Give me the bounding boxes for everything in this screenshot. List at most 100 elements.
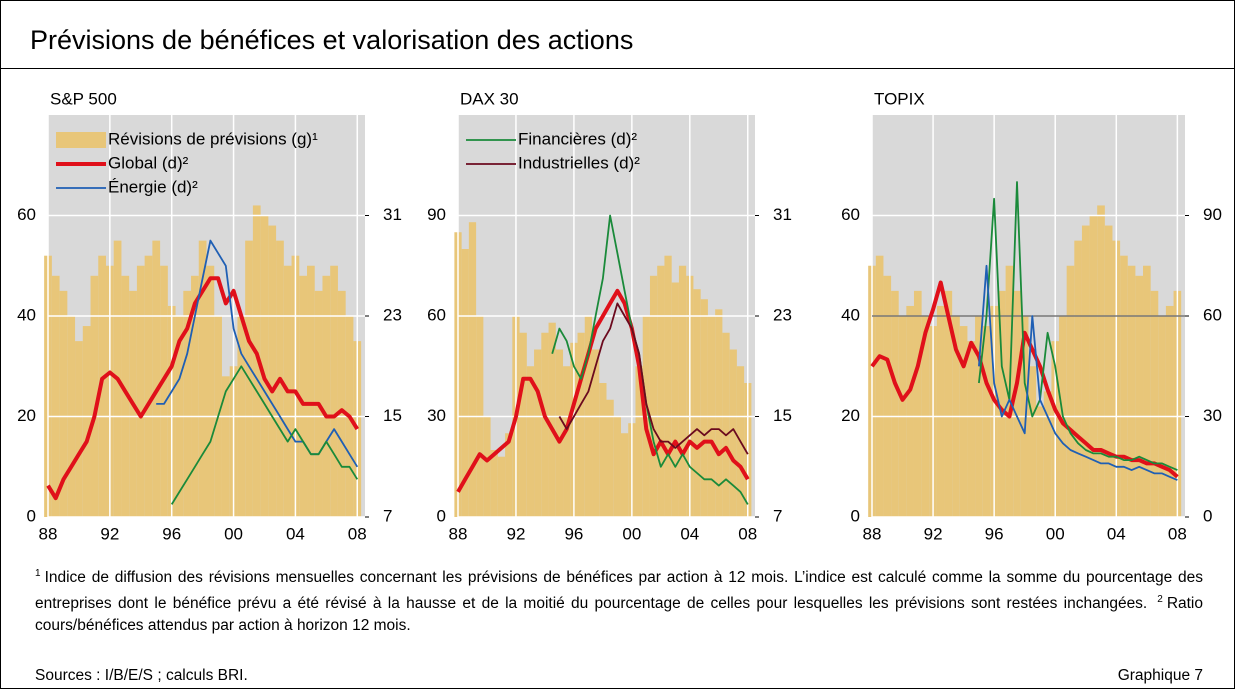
x-tick-label: 00 [622,524,641,543]
footnote: Indice de diffusion des révisions mensue… [35,569,1203,612]
y2-tick-label: 7 [383,506,392,525]
y2-tick-label: 90 [1203,205,1222,224]
y-tick-label: 0 [851,506,860,525]
bar [944,290,953,517]
x-tick-label: 92 [924,524,943,543]
bar [183,290,192,517]
x-tick-label: 08 [348,524,367,543]
bar [599,383,607,517]
bar [252,205,261,517]
x-tick-label: 88 [449,524,468,543]
sources: Sources : I/B/E/S ; calculs BRI. [35,667,248,684]
bar [555,349,564,517]
bar [678,265,687,517]
x-tick-label: 04 [1107,524,1126,543]
bar [1013,290,1021,517]
bar [160,265,168,517]
bar [1097,205,1105,517]
bar [299,275,308,517]
x-tick-label: 96 [985,524,1004,543]
legend-label: Révisions de prévisions (g)¹ [108,129,318,148]
x-tick-label: 92 [506,524,525,543]
bar [1150,290,1159,517]
bar [519,332,527,517]
bar [51,275,60,517]
y2-tick-label: 7 [773,506,782,525]
bar [526,366,535,517]
bar [936,305,945,517]
bar [198,240,207,517]
line [558,302,749,455]
bar [337,290,346,517]
line [170,365,359,505]
bar [1043,391,1052,517]
bar [891,290,899,517]
bar [322,275,331,517]
bar [221,376,230,517]
x-tick-label: 04 [286,524,305,543]
bar [505,433,513,517]
footnote: Ratio cours/bénéfices attendus par actio… [35,595,1203,634]
y2-tick-label: 15 [383,406,402,425]
bar [1165,305,1174,517]
x-tick-label: 00 [1046,524,1065,543]
x-tick-label: 88 [863,524,882,543]
bar [1127,265,1136,517]
bar [541,332,549,517]
x-tick-label: 96 [162,524,181,543]
bar [959,326,968,517]
bar [693,289,701,517]
page-title: Prévisions de bénéfices et valorisation … [30,25,633,55]
line [870,280,1179,479]
bar [144,255,153,517]
bar [729,349,737,517]
bar [700,299,708,517]
bar [620,433,629,517]
bar [497,456,506,517]
bar [671,282,679,517]
bar [330,265,338,517]
x-tick-label: 04 [680,524,699,543]
legend-label: Énergie (d)² [108,177,198,196]
x-tick-label: 88 [39,524,58,543]
bar [664,255,672,517]
y-tick-label: 30 [427,406,446,425]
bar [548,322,556,517]
bar [1081,225,1090,518]
bar [59,290,68,517]
line [46,276,360,501]
bar [1120,255,1128,517]
bar [883,275,892,517]
bar [906,305,914,517]
y2-tick-label: 31 [383,205,402,224]
y2-tick-label: 0 [1203,506,1212,525]
y-tick-label: 20 [17,406,36,425]
y-tick-label: 0 [437,506,446,525]
bar [657,265,665,517]
y-tick-label: 40 [841,305,860,324]
bar [206,265,215,517]
bar [1074,240,1082,517]
y-tick-label: 60 [427,305,446,324]
bar [468,222,477,517]
bar [997,290,1006,517]
bar [534,349,542,517]
bar [75,341,83,517]
y2-tick-label: 23 [773,305,792,324]
footnote-marker: 1 [35,568,41,579]
bar [1036,406,1044,517]
bar [649,275,658,517]
bar [152,240,161,517]
bar [483,416,491,517]
bar [563,366,571,517]
bar [613,416,621,517]
line [551,214,749,505]
y2-tick-label: 23 [383,305,402,324]
y-tick-label: 20 [841,406,860,425]
legend-swatch [56,132,106,148]
bar [268,225,277,518]
legend-label: Industrielles (d)² [518,153,640,172]
x-tick-label: 92 [100,524,119,543]
bar [1143,265,1151,517]
